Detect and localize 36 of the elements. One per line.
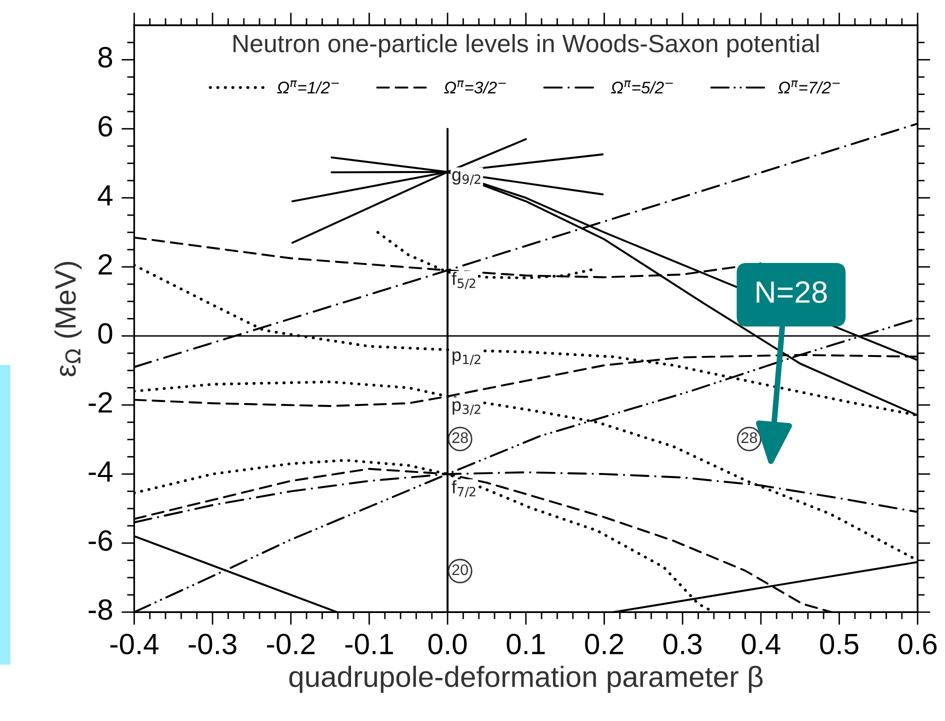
y-tick-label: -4	[88, 462, 113, 482]
chart-title: Neutron one-particle levels in Woods-Saxon potential	[234, 34, 819, 58]
x-tick-label: 0.5	[820, 634, 858, 654]
annotation: f$_{5/2}$	[452, 272, 476, 290]
x-tick-label: -0.4	[110, 634, 158, 654]
y-tick-label: 2	[98, 254, 112, 274]
annotation: 20	[452, 564, 468, 576]
y-tick-label: 6	[98, 116, 112, 137]
y-tick-label: -8	[88, 599, 112, 620]
legend-label: Ω$^{π}$=1/2$^{−}$	[277, 80, 339, 94]
legend-label: Ω$^{π}$=5/2$^{−}$	[611, 80, 673, 94]
annotation: 28	[452, 432, 468, 444]
annotation: g$_{9/2}$	[452, 171, 480, 185]
y-tick-label: -2	[88, 392, 112, 413]
annotation: 28	[741, 432, 757, 444]
legend-label: Ω$^{π}$=7/2$^{−}$	[778, 80, 840, 94]
x-tick-label: 0.4	[742, 634, 780, 654]
x-tick-label: 0.0	[428, 634, 467, 654]
y-tick-label: 0	[98, 323, 112, 344]
y-tick-label: -6	[88, 530, 112, 551]
x-axis-title: quadrupole-deformation parameter β	[289, 666, 763, 693]
x-tick-label: 0.3	[663, 634, 702, 654]
x-tick-label: -0.2	[267, 634, 315, 654]
x-tick-label: -0.3	[188, 634, 236, 654]
x-tick-label: -0.1	[345, 634, 393, 654]
annotation: f$_{7/2}$	[452, 480, 476, 498]
x-tick-label: 0.1	[506, 634, 545, 654]
x-tick-label: 0.6	[898, 634, 937, 654]
legend-label: Ω$^{π}$=3/2$^{−}$	[444, 80, 506, 94]
y-tick-label: 8	[98, 46, 112, 68]
annotation: p$_{3/2}$	[452, 401, 480, 416]
annotation: N=28	[756, 281, 827, 303]
x-tick-label: 0.2	[585, 634, 624, 654]
y-tick-label: 4	[98, 185, 113, 206]
y-axis-title: ε$_{Ω}$ (MeV)	[54, 262, 82, 376]
annotation: p$_{1/2}$	[452, 351, 480, 366]
